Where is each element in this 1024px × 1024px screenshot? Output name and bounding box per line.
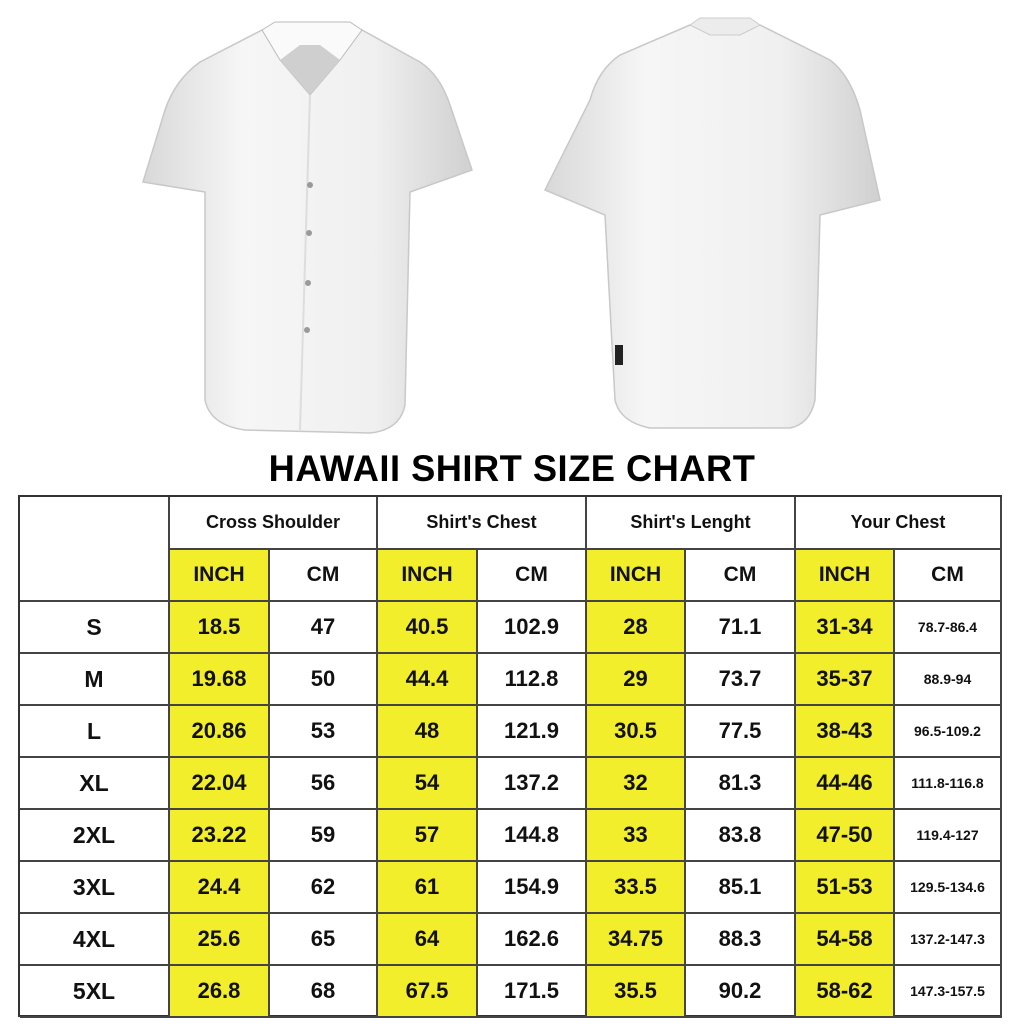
table-cell: 59 (270, 810, 378, 862)
table-cell: 54-58 (796, 914, 895, 966)
table-cell: 78.7-86.4 (895, 602, 1002, 654)
table-cell: 68 (270, 966, 378, 1018)
table-cell: 154.9 (478, 862, 587, 914)
size-label: M (20, 654, 170, 706)
table-cell: 24.4 (170, 862, 270, 914)
shirt-front-image (142, 21, 473, 434)
table-cell: 25.6 (170, 914, 270, 966)
table-cell: 62 (270, 862, 378, 914)
table-cell: 137.2-147.3 (895, 914, 1002, 966)
table-cell: 121.9 (478, 706, 587, 758)
unit-header-cm: CM (478, 550, 587, 602)
table-cell: 64 (378, 914, 478, 966)
table-cell: 38-43 (796, 706, 895, 758)
table-cell: 33 (587, 810, 686, 862)
table-cell: 44.4 (378, 654, 478, 706)
table-cell: 19.68 (170, 654, 270, 706)
group-header: Cross Shoulder (170, 497, 378, 550)
table-cell: 56 (270, 758, 378, 810)
table-cell: 35.5 (587, 966, 686, 1018)
table-cell: 144.8 (478, 810, 587, 862)
table-cell: 51-53 (796, 862, 895, 914)
table-cell: 47 (270, 602, 378, 654)
table-cell: 28 (587, 602, 686, 654)
table-cell: 40.5 (378, 602, 478, 654)
table-cell: 81.3 (686, 758, 796, 810)
table-cell: 30.5 (587, 706, 686, 758)
table-cell: 57 (378, 810, 478, 862)
unit-header-cm: CM (895, 550, 1002, 602)
size-label: 3XL (20, 862, 170, 914)
table-cell: 137.2 (478, 758, 587, 810)
unit-header-inch: INCH (378, 550, 478, 602)
unit-header-inch: INCH (796, 550, 895, 602)
table-cell: 53 (270, 706, 378, 758)
table-cell: 50 (270, 654, 378, 706)
unit-header-inch: INCH (170, 550, 270, 602)
group-header: Shirt's Chest (378, 497, 587, 550)
unit-header-cm: CM (270, 550, 378, 602)
table-cell: 83.8 (686, 810, 796, 862)
table-cell: 32 (587, 758, 686, 810)
group-header: Shirt's Lenght (587, 497, 796, 550)
table-cell: 23.22 (170, 810, 270, 862)
table-cell: 20.86 (170, 706, 270, 758)
unit-header-inch: INCH (587, 550, 686, 602)
table-cell: 73.7 (686, 654, 796, 706)
table-cell: 35-37 (796, 654, 895, 706)
table-cell: 85.1 (686, 862, 796, 914)
table-cell: 33.5 (587, 862, 686, 914)
table-cell: 147.3-157.5 (895, 966, 1002, 1018)
table-cell: 67.5 (378, 966, 478, 1018)
table-cell: 34.75 (587, 914, 686, 966)
table-cell: 44-46 (796, 758, 895, 810)
table-cell: 102.9 (478, 602, 587, 654)
size-label: XL (20, 758, 170, 810)
table-cell: 90.2 (686, 966, 796, 1018)
shirt-images (142, 17, 881, 434)
size-label: 4XL (20, 914, 170, 966)
table-cell: 88.3 (686, 914, 796, 966)
table-cell: 48 (378, 706, 478, 758)
table-cell: 162.6 (478, 914, 587, 966)
corner-cell (20, 497, 170, 602)
table-cell: 171.5 (478, 966, 587, 1018)
table-cell: 119.4-127 (895, 810, 1002, 862)
size-label: 2XL (20, 810, 170, 862)
table-cell: 58-62 (796, 966, 895, 1018)
table-cell: 26.8 (170, 966, 270, 1018)
table-cell: 65 (270, 914, 378, 966)
size-label: 5XL (20, 966, 170, 1018)
table-cell: 29 (587, 654, 686, 706)
table-cell: 77.5 (686, 706, 796, 758)
size-label: L (20, 706, 170, 758)
table-cell: 54 (378, 758, 478, 810)
table-cell: 71.1 (686, 602, 796, 654)
table-cell: 96.5-109.2 (895, 706, 1002, 758)
table-cell: 22.04 (170, 758, 270, 810)
table-cell: 18.5 (170, 602, 270, 654)
table-cell: 129.5-134.6 (895, 862, 1002, 914)
chart-title: HAWAII SHIRT SIZE CHART (268, 448, 756, 489)
table-cell: 111.8-116.8 (895, 758, 1002, 810)
table-cell: 88.9-94 (895, 654, 1002, 706)
group-header: Your Chest (796, 497, 1002, 550)
size-label: S (20, 602, 170, 654)
size-chart-table: Cross Shoulder INCH CM Shirt's Chest INCH CM S… (18, 495, 1002, 1018)
unit-header-cm: CM (686, 550, 796, 602)
table-cell: 47-50 (796, 810, 895, 862)
table-cell: 31-34 (796, 602, 895, 654)
table-cell: 112.8 (478, 654, 587, 706)
shirt-back-image (543, 17, 881, 429)
table-cell: 61 (378, 862, 478, 914)
